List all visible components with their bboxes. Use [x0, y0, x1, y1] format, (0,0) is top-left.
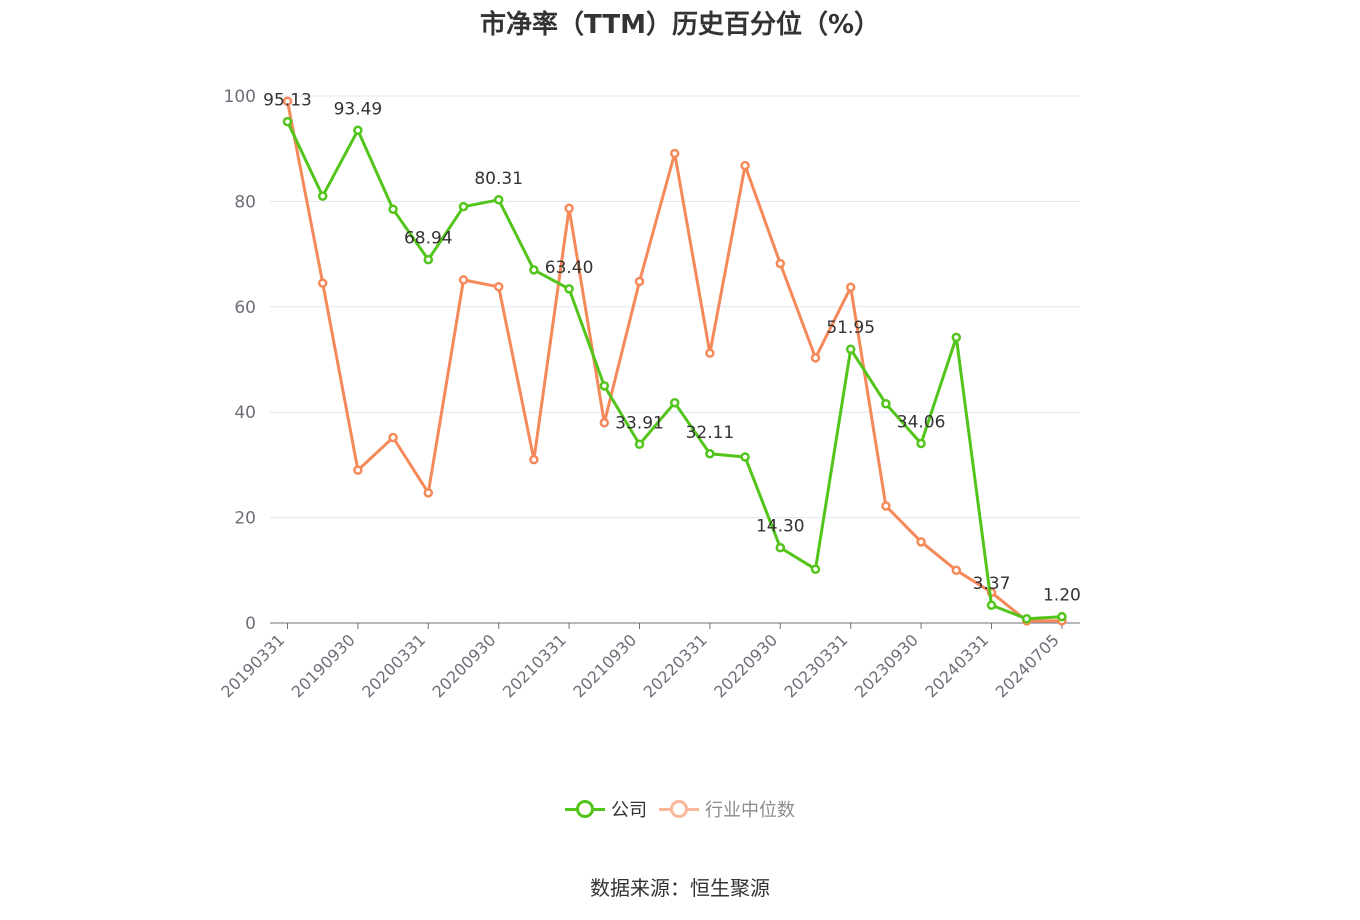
x-axis: 20190331 20190930 20200331 20200930 20210331…	[217, 622, 1080, 701]
x-tick-label-20230331: 20230331	[781, 630, 852, 701]
industry-point-6	[493, 282, 504, 292]
x-tick-label-20240331: 20240331	[921, 630, 992, 701]
x-tick-label-20190331: 20190331	[217, 630, 288, 701]
data-label-20: 3.37	[973, 574, 1011, 594]
y-tick-label-60: 60	[234, 298, 256, 318]
x-tick-label-20210331: 20210331	[499, 630, 570, 701]
y-tick-label-40: 40	[234, 403, 256, 423]
company-point-0	[282, 116, 293, 127]
legend-item-company[interactable]: 公司	[565, 796, 647, 822]
company-point-21	[1021, 614, 1032, 624]
company-point-5	[458, 201, 469, 212]
industry-point-16	[845, 282, 856, 293]
industry-point-0	[282, 96, 293, 107]
data-label-2: 93.49	[334, 99, 383, 119]
company-point-15	[810, 564, 821, 574]
x-tick-label-20190930: 20190930	[288, 630, 359, 701]
company-point-14	[775, 542, 786, 553]
company-point-17	[881, 399, 891, 409]
legend-item-industry-median[interactable]: 行业中位数	[659, 796, 795, 822]
data-label-6: 80.31	[474, 169, 523, 189]
industry-point-7	[529, 454, 539, 465]
company-point-16	[845, 344, 856, 354]
industry-point-4	[423, 488, 434, 498]
company-point-12	[705, 449, 715, 459]
x-tick-label-20240705: 20240705	[992, 630, 1063, 701]
company-point-7	[529, 265, 539, 275]
legend-industry-swatch	[659, 797, 699, 821]
data-label-12: 32.11	[686, 423, 735, 443]
industry-point-2	[353, 465, 363, 475]
company-point-2	[353, 125, 363, 136]
company-point-13	[740, 452, 750, 462]
data-label-14: 14.30	[756, 517, 805, 537]
industry-point-17	[881, 501, 891, 511]
x-tick-label-20200331: 20200331	[358, 630, 429, 701]
industry-point-1	[317, 278, 328, 288]
industry-point-9	[599, 417, 610, 428]
company-point-11	[669, 397, 680, 408]
company-point-19	[951, 332, 962, 343]
legend-company-swatch	[565, 797, 605, 821]
y-tick-label-100: 100	[224, 87, 256, 107]
data-label-22: 1.20	[1043, 586, 1081, 606]
chart-title: 市净率（TTM）历史百分位（%）	[480, 10, 880, 40]
company-point-18	[916, 438, 926, 449]
industry-point-14	[775, 258, 786, 269]
y-tick-label-20: 20	[234, 509, 256, 529]
series-line-industry-median	[286, 101, 1062, 623]
data-label-18: 34.06	[897, 413, 946, 433]
company-point-20	[986, 600, 997, 610]
legend-industry-label: 行业中位数	[705, 800, 795, 821]
grid-lines	[270, 95, 1080, 519]
company-point-1	[317, 191, 328, 201]
legend-company-label: 公司	[611, 800, 647, 821]
company-point-4	[423, 254, 434, 265]
y-tick-label-0: 0	[245, 614, 256, 634]
industry-point-3	[388, 432, 398, 443]
x-tick-label-20200930: 20200930	[429, 630, 500, 701]
industry-point-19	[951, 565, 962, 576]
company-point-10	[634, 439, 645, 450]
data-label-10: 33.91	[615, 413, 664, 433]
industry-point-12	[705, 348, 715, 358]
industry-point-13	[740, 160, 750, 171]
industry-point-11	[669, 148, 680, 159]
industry-point-15	[810, 353, 821, 363]
data-source-note: 数据来源：恒生聚源	[590, 876, 770, 900]
x-tick-label-20220930: 20220930	[710, 630, 781, 701]
company-point-9	[599, 381, 610, 391]
data-label-0: 95.13	[263, 91, 312, 111]
data-label-8: 63.40	[545, 258, 594, 278]
industry-point-5	[458, 275, 469, 285]
industry-point-8	[564, 203, 574, 214]
legend: 公司 行业中位数	[0, 796, 1360, 822]
series-line-company	[286, 121, 1062, 621]
company-point-3	[388, 204, 398, 215]
data-labels: 95.13 93.49 68.94 80.31 63.40 33.91 32.11 14.30…	[263, 91, 1081, 606]
x-tick-label-20230930: 20230930	[851, 630, 922, 701]
company-point-8	[564, 284, 574, 294]
x-tick-label-20210930: 20210930	[569, 630, 640, 701]
series-layer	[282, 96, 1067, 626]
data-label-4: 68.94	[404, 229, 453, 249]
y-axis-ticks: 0 20 40 60 80 100	[224, 87, 256, 634]
data-label-16: 51.95	[826, 318, 875, 338]
industry-point-18	[916, 537, 926, 547]
company-point-22	[1057, 611, 1067, 622]
industry-point-10	[634, 276, 645, 287]
y-tick-label-80: 80	[234, 192, 256, 212]
x-tick-label-20220331: 20220331	[640, 630, 711, 701]
company-point-6	[493, 195, 504, 205]
